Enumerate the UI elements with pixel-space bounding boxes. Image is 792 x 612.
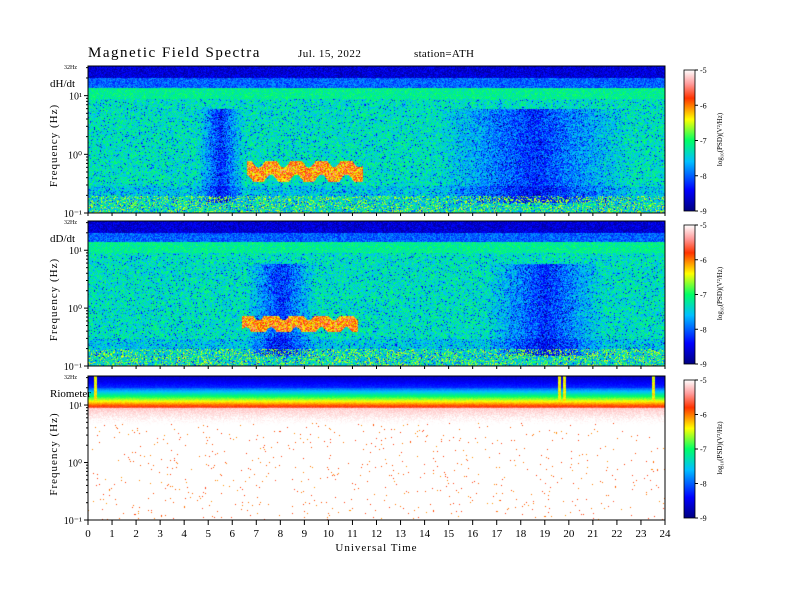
colorbar [683, 69, 696, 212]
x-tick-label: 15 [443, 528, 455, 540]
y-tick-label: 10¹ [69, 401, 82, 412]
y-axis-label: Frequency (Hz) [48, 412, 60, 495]
x-tick-label: 7 [254, 528, 260, 540]
x-tick-label: 8 [278, 528, 284, 540]
x-tick-label: 9 [302, 528, 308, 540]
y-tick-label: 10⁰ [68, 150, 82, 161]
y-tick-label: 10⁻¹ [64, 516, 82, 527]
spectrogram-panel-2: dD/dt 32Hz 10⁻¹ 10⁰ 10¹ Frequency (Hz) -5 -6 -7 -… [48, 220, 724, 373]
x-tick-label: 3 [157, 528, 163, 540]
colorbar-tick-label: -8 [700, 172, 707, 181]
spectrogram-image [88, 376, 665, 520]
y-axis-label: Frequency (Hz) [48, 258, 60, 341]
x-tick-label: 10 [323, 528, 335, 540]
colorbar-tick-label: -6 [700, 101, 707, 110]
y-tick-label: 10⁻¹ [64, 362, 82, 373]
colorbar-tick-label: -7 [700, 291, 707, 300]
colorbar-tick-label: -9 [700, 360, 707, 369]
x-tick-label: 6 [230, 528, 236, 540]
spectrogram-image [88, 221, 665, 366]
x-tick-label: 14 [419, 528, 431, 540]
date-label: Jul. 15, 2022 [298, 48, 362, 60]
colorbar-tick-label: -9 [700, 207, 707, 216]
top-frequency-label: 32Hz [64, 65, 77, 71]
colorbar-tick-label: -5 [700, 66, 707, 75]
x-tick-label: 1 [109, 528, 115, 540]
colorbar-tick-label: -9 [700, 514, 707, 523]
x-tick-label: 19 [539, 528, 551, 540]
x-tick-label: 18 [515, 528, 527, 540]
spectrogram-panel-1: dH/dt 32Hz 10⁻¹ 10⁰ 10¹ Frequency (Hz) -5 -6 -7 -… [48, 65, 724, 220]
colorbar-label: log₁₀(PSD)(V²/Hz) [716, 112, 724, 166]
spectrogram-image [88, 66, 665, 213]
top-frequency-label: 32Hz [64, 375, 77, 381]
x-tick-label: 24 [660, 528, 672, 540]
x-tick-label: 22 [611, 528, 622, 540]
chart-title: Magnetic Field Spectra [88, 45, 261, 61]
y-tick-label: 10⁰ [68, 304, 82, 315]
spectrogram-panel-3: Riometer 32Hz 10⁻¹ 10⁰ 10¹ Frequency (Hz) -5 -6… [48, 375, 724, 527]
x-tick-label: 11 [347, 528, 358, 540]
y-axis-label: Frequency (Hz) [48, 104, 60, 187]
y-tick-label: 10¹ [69, 246, 82, 257]
x-axis-label: Universal Time [335, 542, 417, 554]
panel-label: Riometer [50, 388, 91, 400]
x-tick-label: 5 [205, 528, 211, 540]
colorbar-tick-label: -5 [700, 376, 707, 385]
colorbar-tick-label: -6 [700, 256, 707, 265]
x-tick-label: 16 [467, 528, 479, 540]
x-axis: 0 1 2 3 4 5 6 7 8 9 10 11 12 13 14 15 16 17 18 19 20 21 22 23 24… [85, 528, 671, 554]
x-tick-label: 2 [133, 528, 139, 540]
top-frequency-label: 32Hz [64, 220, 77, 226]
y-tick-label: 10⁻¹ [64, 209, 82, 220]
panel-label: dH/dt [50, 78, 75, 90]
x-tick-label: 23 [635, 528, 647, 540]
colorbar-tick-label: -8 [700, 480, 707, 489]
colorbar-label: log₁₀(PSD)(V²/Hz) [716, 266, 724, 320]
x-tick-label: 13 [395, 528, 407, 540]
colorbar-label: log₁₀(PSD)(V²/Hz) [716, 421, 724, 475]
x-tick-label: 20 [563, 528, 575, 540]
x-tick-label: 12 [371, 528, 382, 540]
colorbar-tick-label: -7 [700, 137, 707, 146]
x-tick-label: 17 [491, 528, 503, 540]
colorbar [683, 224, 696, 365]
colorbar-tick-label: -8 [700, 325, 707, 334]
colorbar-tick-label: -6 [700, 411, 707, 420]
colorbar [683, 379, 696, 519]
y-tick-label: 10¹ [69, 92, 82, 103]
x-tick-label: 21 [587, 528, 598, 540]
y-tick-label: 10⁰ [68, 459, 82, 470]
panel-label: dD/dt [50, 233, 75, 245]
x-tick-label: 0 [85, 528, 91, 540]
station-label: station=ATH [414, 48, 475, 60]
x-tick-label: 4 [181, 528, 187, 540]
colorbar-tick-label: -5 [700, 221, 707, 230]
colorbar-tick-label: -7 [700, 445, 707, 454]
